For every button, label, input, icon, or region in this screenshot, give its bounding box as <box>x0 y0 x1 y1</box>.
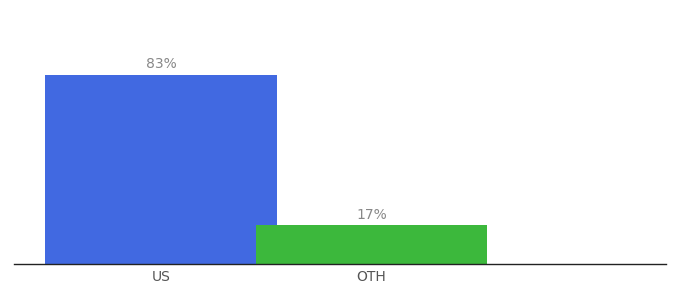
Text: 17%: 17% <box>356 208 387 222</box>
Text: 83%: 83% <box>146 57 176 71</box>
Bar <box>45 75 277 264</box>
Bar <box>256 225 488 264</box>
